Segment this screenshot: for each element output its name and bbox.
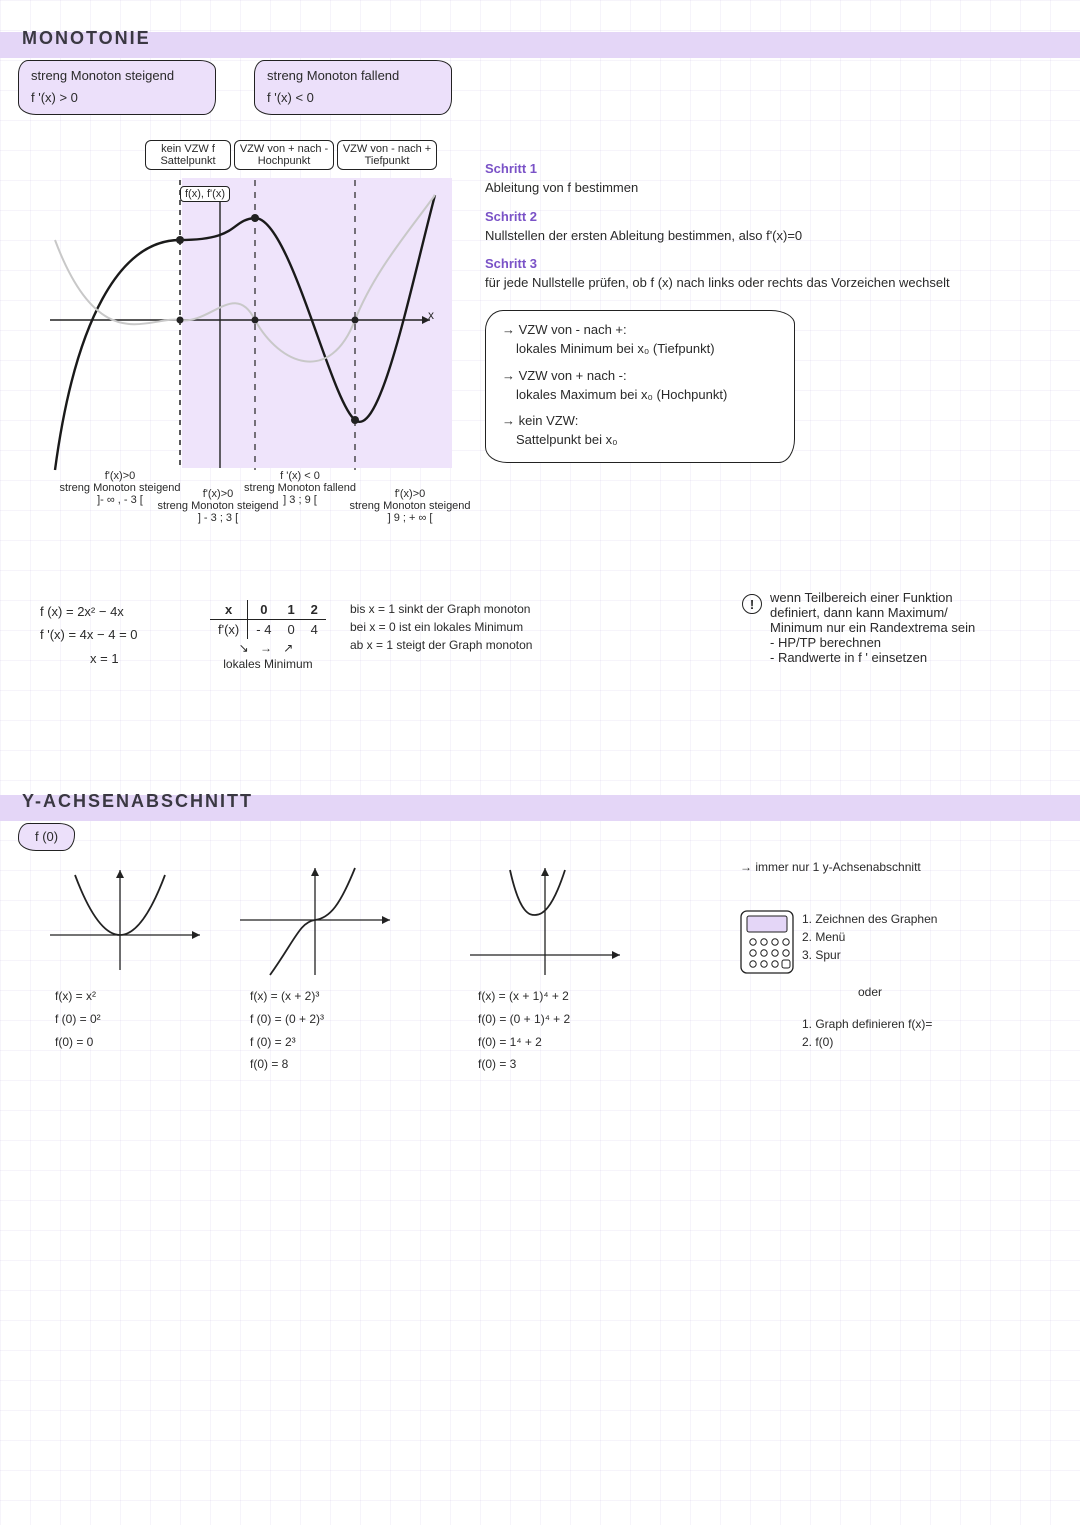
tag-f0: f (0) [18,823,75,851]
tag-steigend-l2: f '(x) > 0 [31,89,203,107]
sign-arrows: ↘ → ↗ [210,641,326,655]
step2-title: Schritt 2 [485,208,1045,227]
or-label: oder [840,985,900,999]
step1-title: Schritt 1 [485,160,1045,179]
tag-steigend: streng Monoton steigend f '(x) > 0 [18,60,216,115]
section-banner-monotonie [0,32,1080,58]
calc-steps: 1. Zeichnen des Graphen 2. Menü 3. Spur [802,910,937,964]
graph-container: kein VZW f Sattelpunkt VZW von + nach - … [30,140,450,510]
tag-fallend: streng Monoton fallend f '(x) < 0 [254,60,452,115]
warning-block: ! wenn Teilbereich einer Funktion defini… [770,590,1060,665]
example-equations: f (x) = 2x² − 4x f '(x) = 4x − 4 = 0 x =… [40,600,138,670]
example-description: bis x = 1 sinkt der Graph monoton bei x … [350,600,532,654]
vzw-note-box: → VZW von - nach +: lokales Minimum bei … [485,310,795,463]
ex3-lines: f(x) = (x + 1)⁴ + 2 f(0) = (0 + 1)⁴ + 2 … [478,985,570,1076]
steps-block: Schritt 1 Ableitung von f bestimmen Schr… [485,160,1045,293]
ex2-lines: f(x) = (x + 2)³ f (0) = (0 + 2)³ f (0) =… [250,985,324,1076]
heading-yachse: Y-ACHSENABSCHNITT [22,791,253,812]
tag-fallend-l2: f '(x) < 0 [267,89,439,107]
step1-text: Ableitung von f bestimmen [485,179,1045,198]
step2-text: Nullstellen der ersten Ableitung bestimm… [485,227,1045,246]
mini-graph-3 [460,860,630,980]
exclaim-icon: ! [742,594,762,614]
step3-text: für jede Nullstelle prüfen, ob f (x) nac… [485,274,1045,293]
sign-caption: lokales Minimum [210,657,326,671]
ex1-lines: f(x) = x² f (0) = 0² f(0) = 0 [55,985,101,1053]
alt-steps: 1. Graph definieren f(x)= 2. f(0) [802,1015,932,1051]
step3-title: Schritt 3 [485,255,1045,274]
calculator-icon [740,910,794,974]
region4: f'(x)>0 streng Monoton steigend ] 9 ; + … [340,488,480,524]
monotonie-graph [30,140,450,510]
mini-graph-2 [230,860,400,980]
fx-axis-label: f(x), f'(x) [180,186,230,202]
x-axis-label: x [428,308,434,322]
mini-graph-1 [40,860,210,980]
tag-steigend-l1: streng Monoton steigend [31,67,203,85]
heading-monotonie: MONOTONIE [22,28,151,49]
tag-fallend-l1: streng Monoton fallend [267,67,439,85]
sign-table: x 0 1 2 f'(x) - 4 0 4 ↘ → ↗ lokales Mini… [210,600,326,671]
y-note: → immer nur 1 y-Achsenabschnitt [740,860,921,874]
